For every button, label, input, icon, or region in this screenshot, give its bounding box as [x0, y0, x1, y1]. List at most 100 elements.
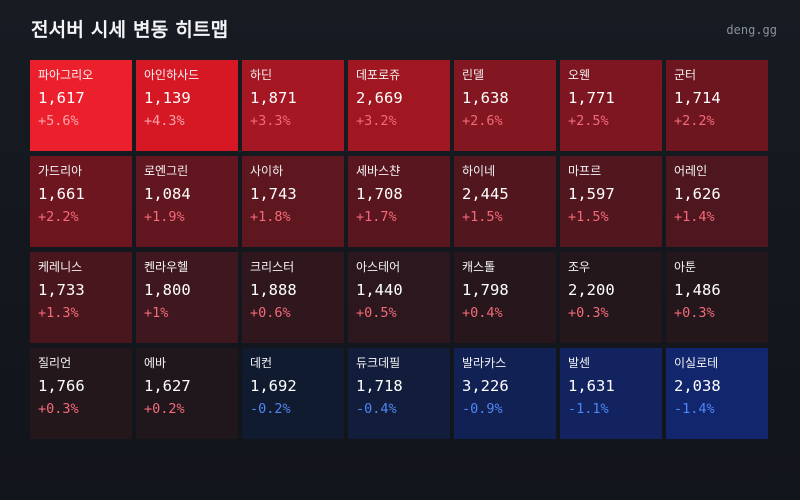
heatmap-cell[interactable]: 사이하 1,743 +1.8%: [242, 156, 344, 247]
heatmap-cell[interactable]: 하딘 1,871 +3.3%: [242, 60, 344, 151]
server-name: 세바스챤: [356, 164, 401, 178]
server-price: 1,798: [462, 281, 509, 299]
heatmap-cell[interactable]: 린델 1,638 +2.6%: [454, 60, 556, 151]
server-name: 듀크데필: [356, 356, 401, 370]
heatmap-cell[interactable]: 조우 2,200 +0.3%: [560, 252, 662, 343]
price-change: +1.5%: [462, 209, 503, 225]
server-price: 1,766: [38, 377, 85, 395]
heatmap-cell[interactable]: 케레니스 1,733 +1.3%: [30, 252, 132, 343]
price-change: +1.8%: [250, 209, 291, 225]
server-name: 이실로테: [674, 356, 719, 370]
price-change: +1.9%: [144, 209, 185, 225]
server-name: 아툰: [674, 260, 697, 274]
server-name: 군터: [674, 68, 697, 82]
heatmap-cell[interactable]: 파아그리오 1,617 +5.6%: [30, 60, 132, 151]
server-price: 1,084: [144, 185, 191, 203]
server-price: 1,888: [250, 281, 297, 299]
heatmap-cell[interactable]: 켄라우헬 1,800 +1%: [136, 252, 238, 343]
server-price: 2,445: [462, 185, 509, 203]
price-change: -1.1%: [568, 401, 609, 417]
server-name: 조우: [568, 260, 591, 274]
price-change: +1.7%: [356, 209, 397, 225]
server-name: 발라카스: [462, 356, 507, 370]
price-change: -1.4%: [674, 401, 715, 417]
heatmap-cell[interactable]: 하이네 2,445 +1.5%: [454, 156, 556, 247]
price-change: +0.4%: [462, 305, 503, 321]
price-change: +0.5%: [356, 305, 397, 321]
server-name: 질리언: [38, 356, 72, 370]
server-name: 오웬: [568, 68, 591, 82]
heatmap-grid: 파아그리오 1,617 +5.6% 아인하사드 1,139 +4.3% 하딘 1,871 +3.…: [30, 60, 768, 439]
server-price: 1,631: [568, 377, 615, 395]
price-change: +2.2%: [38, 209, 79, 225]
heatmap-cell[interactable]: 아스테어 1,440 +0.5%: [348, 252, 450, 343]
price-change: +1.3%: [38, 305, 79, 321]
server-name: 아인하사드: [144, 68, 200, 82]
server-price: 1,661: [38, 185, 85, 203]
price-change: -0.4%: [356, 401, 397, 417]
heatmap-cell[interactable]: 아인하사드 1,139 +4.3%: [136, 60, 238, 151]
server-price: 1,627: [144, 377, 191, 395]
server-name: 크리스터: [250, 260, 295, 274]
server-price: 3,226: [462, 377, 509, 395]
server-name: 아스테어: [356, 260, 401, 274]
server-name: 로엔그린: [144, 164, 189, 178]
heatmap-cell[interactable]: 데컨 1,692 -0.2%: [242, 348, 344, 439]
heatmap-cell[interactable]: 오웬 1,771 +2.5%: [560, 60, 662, 151]
heatmap-cell[interactable]: 발라카스 3,226 -0.9%: [454, 348, 556, 439]
server-price: 1,733: [38, 281, 85, 299]
server-name: 마프르: [568, 164, 602, 178]
heatmap-cell[interactable]: 듀크데필 1,718 -0.4%: [348, 348, 450, 439]
heatmap-cell[interactable]: 에바 1,627 +0.2%: [136, 348, 238, 439]
server-price: 1,486: [674, 281, 721, 299]
price-change: +0.3%: [38, 401, 79, 417]
price-change: +1.4%: [674, 209, 715, 225]
price-change: +0.3%: [674, 305, 715, 321]
server-name: 케레니스: [38, 260, 83, 274]
server-name: 파아그리오: [38, 68, 94, 82]
server-price: 1,692: [250, 377, 297, 395]
price-change: +3.2%: [356, 113, 397, 129]
price-change: +1.5%: [568, 209, 609, 225]
server-name: 데컨: [250, 356, 273, 370]
heatmap-cell[interactable]: 마프르 1,597 +1.5%: [560, 156, 662, 247]
server-name: 하이네: [462, 164, 496, 178]
server-price: 1,139: [144, 89, 191, 107]
server-price: 1,597: [568, 185, 615, 203]
server-name: 린델: [462, 68, 485, 82]
heatmap-cell[interactable]: 질리언 1,766 +0.3%: [30, 348, 132, 439]
server-price: 1,871: [250, 89, 297, 107]
price-change: +0.6%: [250, 305, 291, 321]
price-change: +4.3%: [144, 113, 185, 129]
server-price: 2,669: [356, 89, 403, 107]
server-price: 1,718: [356, 377, 403, 395]
server-price: 1,743: [250, 185, 297, 203]
heatmap-cell[interactable]: 어레인 1,626 +1.4%: [666, 156, 768, 247]
server-name: 켄라우헬: [144, 260, 189, 274]
server-price: 1,708: [356, 185, 403, 203]
heatmap-cell[interactable]: 데포로쥬 2,669 +3.2%: [348, 60, 450, 151]
heatmap-cell[interactable]: 로엔그린 1,084 +1.9%: [136, 156, 238, 247]
server-price: 1,800: [144, 281, 191, 299]
price-change: +5.6%: [38, 113, 79, 129]
heatmap-cell[interactable]: 이실로테 2,038 -1.4%: [666, 348, 768, 439]
server-price: 1,626: [674, 185, 721, 203]
heatmap-cell[interactable]: 캐스톨 1,798 +0.4%: [454, 252, 556, 343]
brand-link[interactable]: deng.gg: [726, 23, 777, 37]
price-change: +2.5%: [568, 113, 609, 129]
price-change: -0.9%: [462, 401, 503, 417]
server-price: 2,200: [568, 281, 615, 299]
heatmap-cell[interactable]: 세바스챤 1,708 +1.7%: [348, 156, 450, 247]
heatmap-cell[interactable]: 크리스터 1,888 +0.6%: [242, 252, 344, 343]
server-name: 하딘: [250, 68, 273, 82]
heatmap-cell[interactable]: 발센 1,631 -1.1%: [560, 348, 662, 439]
price-change: +2.6%: [462, 113, 503, 129]
page-title: 전서버 시세 변동 히트맵: [31, 19, 229, 41]
heatmap-cell[interactable]: 아툰 1,486 +0.3%: [666, 252, 768, 343]
price-change: +2.2%: [674, 113, 715, 129]
server-price: 2,038: [674, 377, 721, 395]
server-name: 에바: [144, 356, 167, 370]
server-name: 사이하: [250, 164, 284, 178]
heatmap-cell[interactable]: 군터 1,714 +2.2%: [666, 60, 768, 151]
heatmap-cell[interactable]: 가드리아 1,661 +2.2%: [30, 156, 132, 247]
